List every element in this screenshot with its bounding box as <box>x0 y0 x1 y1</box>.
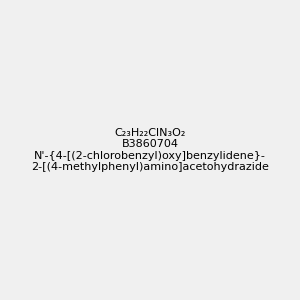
Text: C₂₃H₂₂ClN₃O₂
B3860704
N'-{4-[(2-chlorobenzyl)oxy]benzylidene}-
2-[(4-methylpheny: C₂₃H₂₂ClN₃O₂ B3860704 N'-{4-[(2-chlorobe… <box>31 128 269 172</box>
